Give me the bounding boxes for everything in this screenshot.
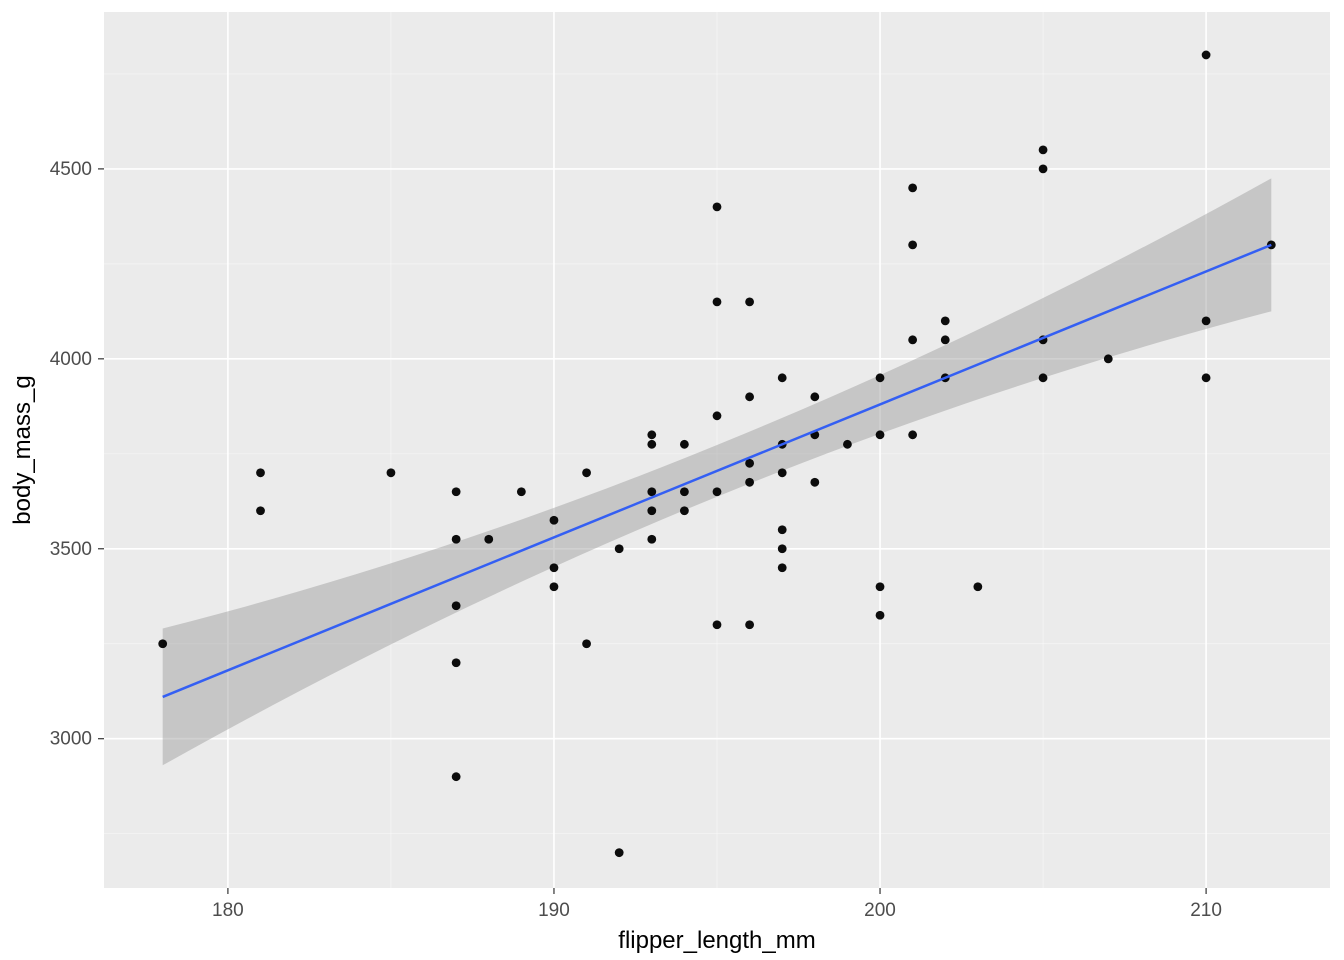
data-point (647, 506, 656, 515)
x-tick-label: 200 (864, 900, 896, 921)
data-point (908, 430, 917, 439)
data-point (745, 478, 754, 487)
data-point (452, 658, 461, 667)
data-point (452, 601, 461, 610)
data-point (1104, 354, 1113, 363)
data-point (615, 544, 624, 553)
data-point (484, 535, 493, 544)
data-point (973, 582, 982, 591)
data-point (713, 411, 722, 420)
y-tick-label: 4500 (50, 159, 92, 180)
data-point (713, 202, 722, 211)
x-tick-label: 190 (538, 900, 570, 921)
data-point (452, 487, 461, 496)
data-point (713, 297, 722, 306)
x-axis-label: flipper_length_mm (618, 927, 815, 954)
data-point (1202, 316, 1211, 325)
data-point (713, 620, 722, 629)
data-point (941, 316, 950, 325)
data-point (158, 639, 167, 648)
data-point (680, 440, 689, 449)
data-point (778, 544, 787, 553)
data-point (680, 487, 689, 496)
data-point (1202, 51, 1211, 60)
data-point (647, 535, 656, 544)
data-point (256, 468, 265, 477)
data-point (876, 582, 885, 591)
data-point (550, 582, 559, 591)
data-point (843, 440, 852, 449)
y-tick-label: 4000 (50, 349, 92, 370)
data-point (745, 459, 754, 468)
data-point (647, 430, 656, 439)
data-point (876, 373, 885, 382)
data-point (1039, 373, 1048, 382)
data-point (908, 335, 917, 344)
y-tick-label: 3000 (50, 729, 92, 750)
data-point (452, 535, 461, 544)
data-point (745, 620, 754, 629)
data-point (778, 373, 787, 382)
data-point (908, 183, 917, 192)
data-point (615, 848, 624, 857)
data-point (582, 639, 591, 648)
data-point (810, 392, 819, 401)
data-point (778, 468, 787, 477)
data-point (778, 525, 787, 534)
data-point (745, 297, 754, 306)
data-point (256, 506, 265, 515)
data-point (810, 478, 819, 487)
data-point (550, 563, 559, 572)
data-point (713, 487, 722, 496)
y-tick-label: 3500 (50, 539, 92, 560)
data-point (517, 487, 526, 496)
data-point (1039, 164, 1048, 173)
data-point (647, 487, 656, 496)
data-point (647, 440, 656, 449)
x-tick-label: 210 (1190, 900, 1222, 921)
chart-svg: 180 190 200 210 3000 3500 4000 4500 flipper_leng… (0, 0, 1344, 960)
data-point (582, 468, 591, 477)
y-axis-label: body_mass_g (9, 375, 36, 524)
data-point (452, 772, 461, 781)
data-point (680, 506, 689, 515)
data-point (876, 430, 885, 439)
x-tick-label: 180 (212, 900, 244, 921)
data-point (1202, 373, 1211, 382)
data-point (1039, 145, 1048, 154)
data-point (778, 563, 787, 572)
scatter-chart: 180 190 200 210 3000 3500 4000 4500 flipper_leng… (0, 0, 1344, 960)
data-point (550, 516, 559, 525)
data-point (387, 468, 396, 477)
data-point (908, 240, 917, 249)
data-point (745, 392, 754, 401)
data-point (876, 611, 885, 620)
data-point (941, 335, 950, 344)
